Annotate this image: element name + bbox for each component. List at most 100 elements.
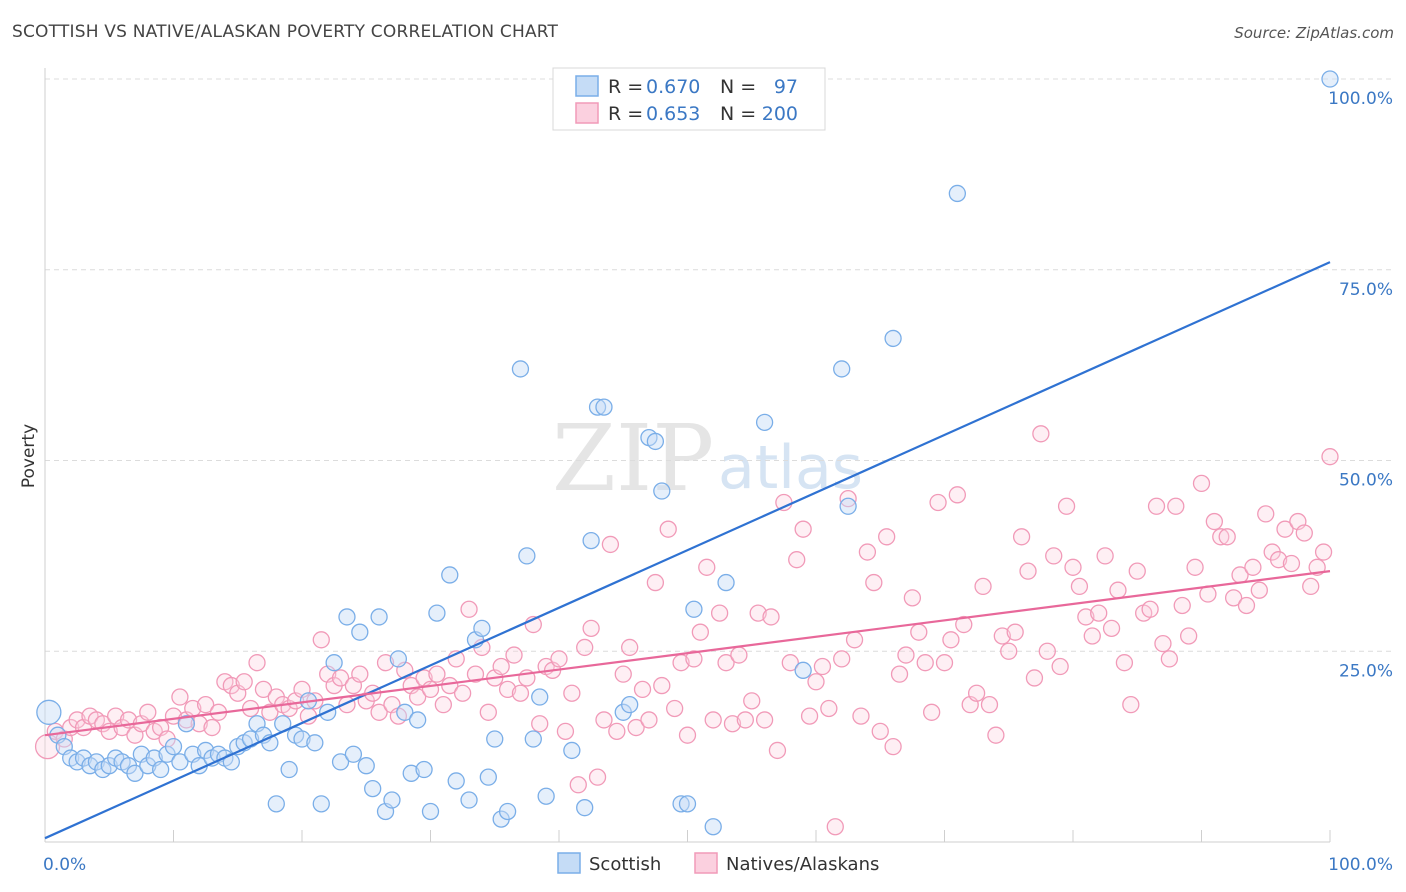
natives-point-87 [601,535,620,554]
natives-point-198 [1314,543,1333,561]
natives-point-86 [595,711,613,729]
natives-trend-line [44,570,1331,737]
natives-point-187 [1244,558,1262,576]
natives-point-175 [1167,497,1185,515]
natives-point-112 [762,608,780,626]
y-tick-label-1: 50.0% [1339,471,1393,491]
natives-point-60 [428,665,446,683]
scottish-point-50 [364,779,382,798]
scottish-point-0 [36,699,62,725]
natives-point-73 [511,684,530,702]
natives-point-101 [691,623,709,641]
natives-point-125 [845,631,864,649]
scottish-point-83 [646,432,665,451]
natives-point-181 [1205,512,1223,531]
scottish-point-61 [441,566,459,584]
natives-point-159 [1064,558,1082,576]
y-tick-label-3: 100.0% [1328,89,1393,109]
scottish-point-75 [563,741,581,760]
natives-point-121 [820,699,838,718]
natives-point-144 [967,684,986,702]
scottish-point-58 [415,760,433,779]
natives-point-128 [865,573,883,592]
natives-point-106 [723,715,742,733]
legend-r-label-scottish: R = [608,76,643,98]
scottish-point-87 [704,818,722,836]
natives-point-139 [935,654,954,672]
scottish-point-66 [479,768,497,786]
axes: 25.0% 50.0% 75.0% 100.0% 0.0% 100.0% [43,68,1393,875]
natives-point-115 [781,654,799,672]
natives-point-140 [942,631,960,649]
bottom-legend-swatch-natives [694,852,718,874]
natives-point-179 [1192,474,1211,493]
natives-point-99 [678,726,697,744]
scottish-point-90 [794,661,812,679]
bottom-legend-label-natives: Natives/Alaskans [726,854,879,875]
natives-point-32 [248,654,266,672]
scottish-point-81 [621,696,639,714]
natives-point-127 [858,543,877,561]
natives-point-177 [1180,627,1198,645]
scottish-point-69 [498,802,517,821]
x-tick-label-1: 100.0% [1328,855,1393,875]
scottish-point-88 [717,573,735,592]
natives-point-132 [890,665,909,683]
natives-point-158 [1057,497,1076,515]
natives-point-83 [576,638,594,657]
natives-point-97 [666,699,684,718]
scottish-point-67 [486,730,504,748]
scottish-point-46 [338,608,356,626]
natives-point-89 [614,665,632,683]
natives-point-195 [1295,524,1313,542]
natives-point-141 [948,486,966,504]
natives-point-103 [704,711,722,729]
natives-point-129 [871,722,889,741]
scottish-point-35 [267,795,285,813]
natives-point-72 [505,646,523,664]
natives-point-157 [1051,657,1069,676]
natives-point-138 [929,493,947,512]
natives-point-48 [351,665,369,683]
natives-point-116 [788,551,806,569]
natives-point-174 [1160,650,1179,668]
natives-point-130 [878,528,896,546]
natives-point-96 [659,520,677,538]
y-tick-label-0: 25.0% [1339,661,1393,681]
natives-point-142 [955,615,973,634]
scottish-point-47 [344,745,363,763]
scottish-point-77 [582,531,600,550]
natives-point-120 [813,657,832,676]
scottish-point-48 [351,623,369,641]
scottish-point-45 [331,753,350,771]
bottom-legend: Scottish Natives/Alaskans [557,852,879,875]
natives-point-15 [139,703,157,721]
natives-point-178 [1186,558,1204,576]
legend-n-value-scottish: 97 [774,76,798,98]
natives-point-122 [826,818,844,836]
scottish-point-86 [685,600,703,618]
natives-point-20 [171,688,189,706]
scottish-point-44 [325,654,343,672]
natives-point-108 [736,711,754,729]
natives-point-109 [743,692,761,710]
natives-point-152 [1019,562,1037,580]
scottish-point-85 [678,795,697,813]
natives-point-183 [1218,528,1236,546]
chart-source: Source: ZipAtlas.com [1234,24,1394,42]
scottish-point-62 [447,772,465,790]
scottish-point-89 [755,413,774,432]
scottish-point-93 [948,184,966,203]
natives-point-24 [196,696,215,714]
natives-point-79 [550,650,568,668]
natives-point-196 [1302,577,1320,596]
scottish-point-20 [171,753,189,771]
natives-point-134 [903,589,922,607]
natives-point-104 [710,604,729,622]
legend-swatch-natives [575,102,599,124]
scottish-point-17 [151,760,170,779]
scottish-point-42 [312,795,330,813]
natives-point-95 [653,676,671,695]
natives-point-163 [1090,604,1108,622]
natives-point-119 [807,673,825,691]
